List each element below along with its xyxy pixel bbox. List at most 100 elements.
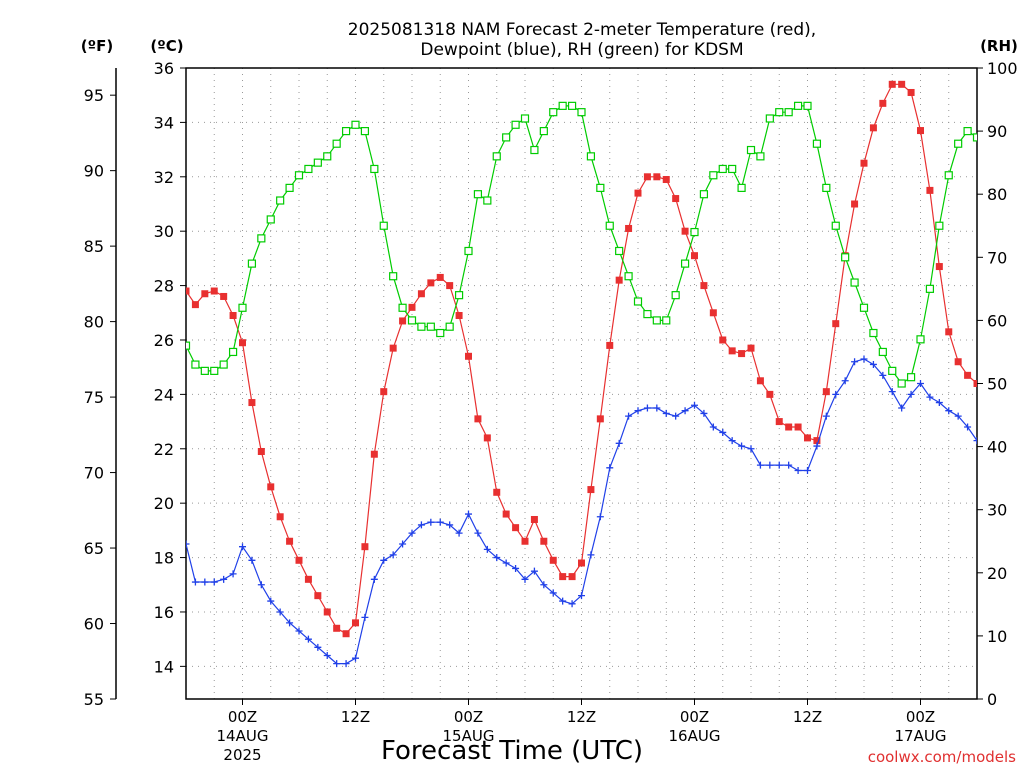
temperature-point (794, 423, 802, 431)
dewpoint-point (474, 529, 482, 537)
temperature-point (559, 573, 567, 581)
rh-point (888, 366, 897, 375)
temperature-point (276, 513, 284, 521)
rh-point (633, 297, 643, 306)
temperature-point (455, 312, 463, 320)
dewpoint-point (530, 567, 538, 575)
x-date-label: 16AUG (669, 727, 721, 745)
temperature-point (719, 336, 727, 344)
rh-point (389, 272, 398, 281)
rh-point (756, 152, 765, 161)
temperature-point (738, 350, 746, 358)
temperature-point (898, 80, 906, 88)
temperature-point (832, 320, 840, 328)
dewpoint-point (399, 540, 407, 548)
celsius-tick-label: 32 (154, 168, 174, 187)
rh-point (963, 126, 972, 136)
rh-point (897, 379, 906, 388)
rh-point (586, 152, 596, 161)
temperature-point (304, 575, 312, 583)
rh-point (662, 316, 671, 325)
rh-point (228, 347, 238, 357)
celsius-tick-label: 36 (154, 59, 174, 78)
rh-point (436, 328, 445, 338)
rh-point (699, 190, 709, 199)
fahrenheit-tick-label: 85 (84, 237, 104, 256)
x-tick-label: 00Z (680, 708, 709, 726)
dewpoint-point (220, 575, 228, 583)
celsius-tick-label: 14 (154, 657, 174, 676)
rh-point (812, 139, 822, 148)
dewpoint-point (427, 518, 435, 526)
dewpoint-point (295, 627, 303, 635)
dewpoint-point (186, 540, 190, 548)
dewpoint-point (521, 575, 529, 583)
rh-point (831, 221, 840, 230)
rh-point (454, 291, 464, 300)
dewpoint-point (578, 592, 585, 600)
rh-point (502, 133, 511, 142)
rh-point (398, 303, 407, 312)
temperature-point (945, 328, 953, 336)
temperature-point (549, 556, 557, 564)
x-tick-label: 00Z (454, 708, 483, 726)
rh-tick-label: 20 (987, 564, 1007, 583)
dewpoint-point (945, 407, 953, 415)
dewpoint-point (606, 464, 614, 472)
x-tick-label: 12Z (793, 708, 822, 726)
temperature-point (295, 556, 303, 564)
rh-tick-label: 70 (987, 248, 1007, 267)
rh-point (445, 322, 454, 331)
rh-point (925, 284, 935, 293)
temperature-point (399, 317, 407, 325)
rh-point (841, 253, 850, 262)
dewpoint-point (568, 600, 576, 608)
temperature-point (314, 592, 322, 600)
dewpoint-point (540, 581, 548, 589)
dewpoint-point (804, 467, 811, 475)
dewpoint-point (917, 380, 924, 387)
dewpoint-point (700, 409, 708, 417)
dewpoint-point (681, 407, 689, 415)
temperature-point (210, 287, 218, 295)
dewpoint-point (201, 578, 209, 586)
x-date-label: 17AUG (895, 727, 947, 745)
temperature-point (869, 124, 877, 132)
temperature-point (747, 344, 755, 352)
temperature-point (474, 415, 482, 423)
celsius-tick-label: 16 (154, 603, 174, 622)
temperature-point (615, 276, 623, 284)
dewpoint-point (304, 635, 312, 643)
rh-point (360, 126, 370, 136)
dewpoint-point (229, 570, 237, 578)
temperature-point (323, 608, 331, 616)
fahrenheit-unit-label: (ºF) (81, 37, 113, 55)
rh-point (765, 114, 774, 123)
temperature-point (568, 573, 576, 581)
x-tick-label: 12Z (567, 708, 596, 726)
dewpoint-point (822, 412, 830, 420)
rh-tick-label: 0 (987, 690, 997, 709)
rh-point (775, 108, 784, 117)
dewpoint-point (973, 437, 977, 445)
dewpoint-point (559, 597, 567, 605)
dewpoint-point (719, 428, 727, 436)
dewpoint-point (898, 404, 906, 412)
dewpoint-point (785, 461, 793, 469)
temperature-point (370, 450, 378, 458)
dewpoint-point (286, 619, 294, 627)
dewpoint-point (634, 407, 642, 415)
celsius-tick-label: 26 (154, 331, 174, 350)
dewpoint-point (709, 423, 717, 431)
temperature-point (191, 301, 199, 309)
rh-point (483, 196, 492, 205)
temperature-point (907, 88, 915, 96)
dewpoint-point (333, 660, 341, 668)
rh-point (520, 114, 530, 123)
x-tick-label: 00Z (228, 708, 257, 726)
rh-point (210, 366, 219, 375)
temperature-point (888, 80, 896, 88)
temperature-point (917, 127, 924, 135)
dewpoint-point (483, 545, 491, 553)
